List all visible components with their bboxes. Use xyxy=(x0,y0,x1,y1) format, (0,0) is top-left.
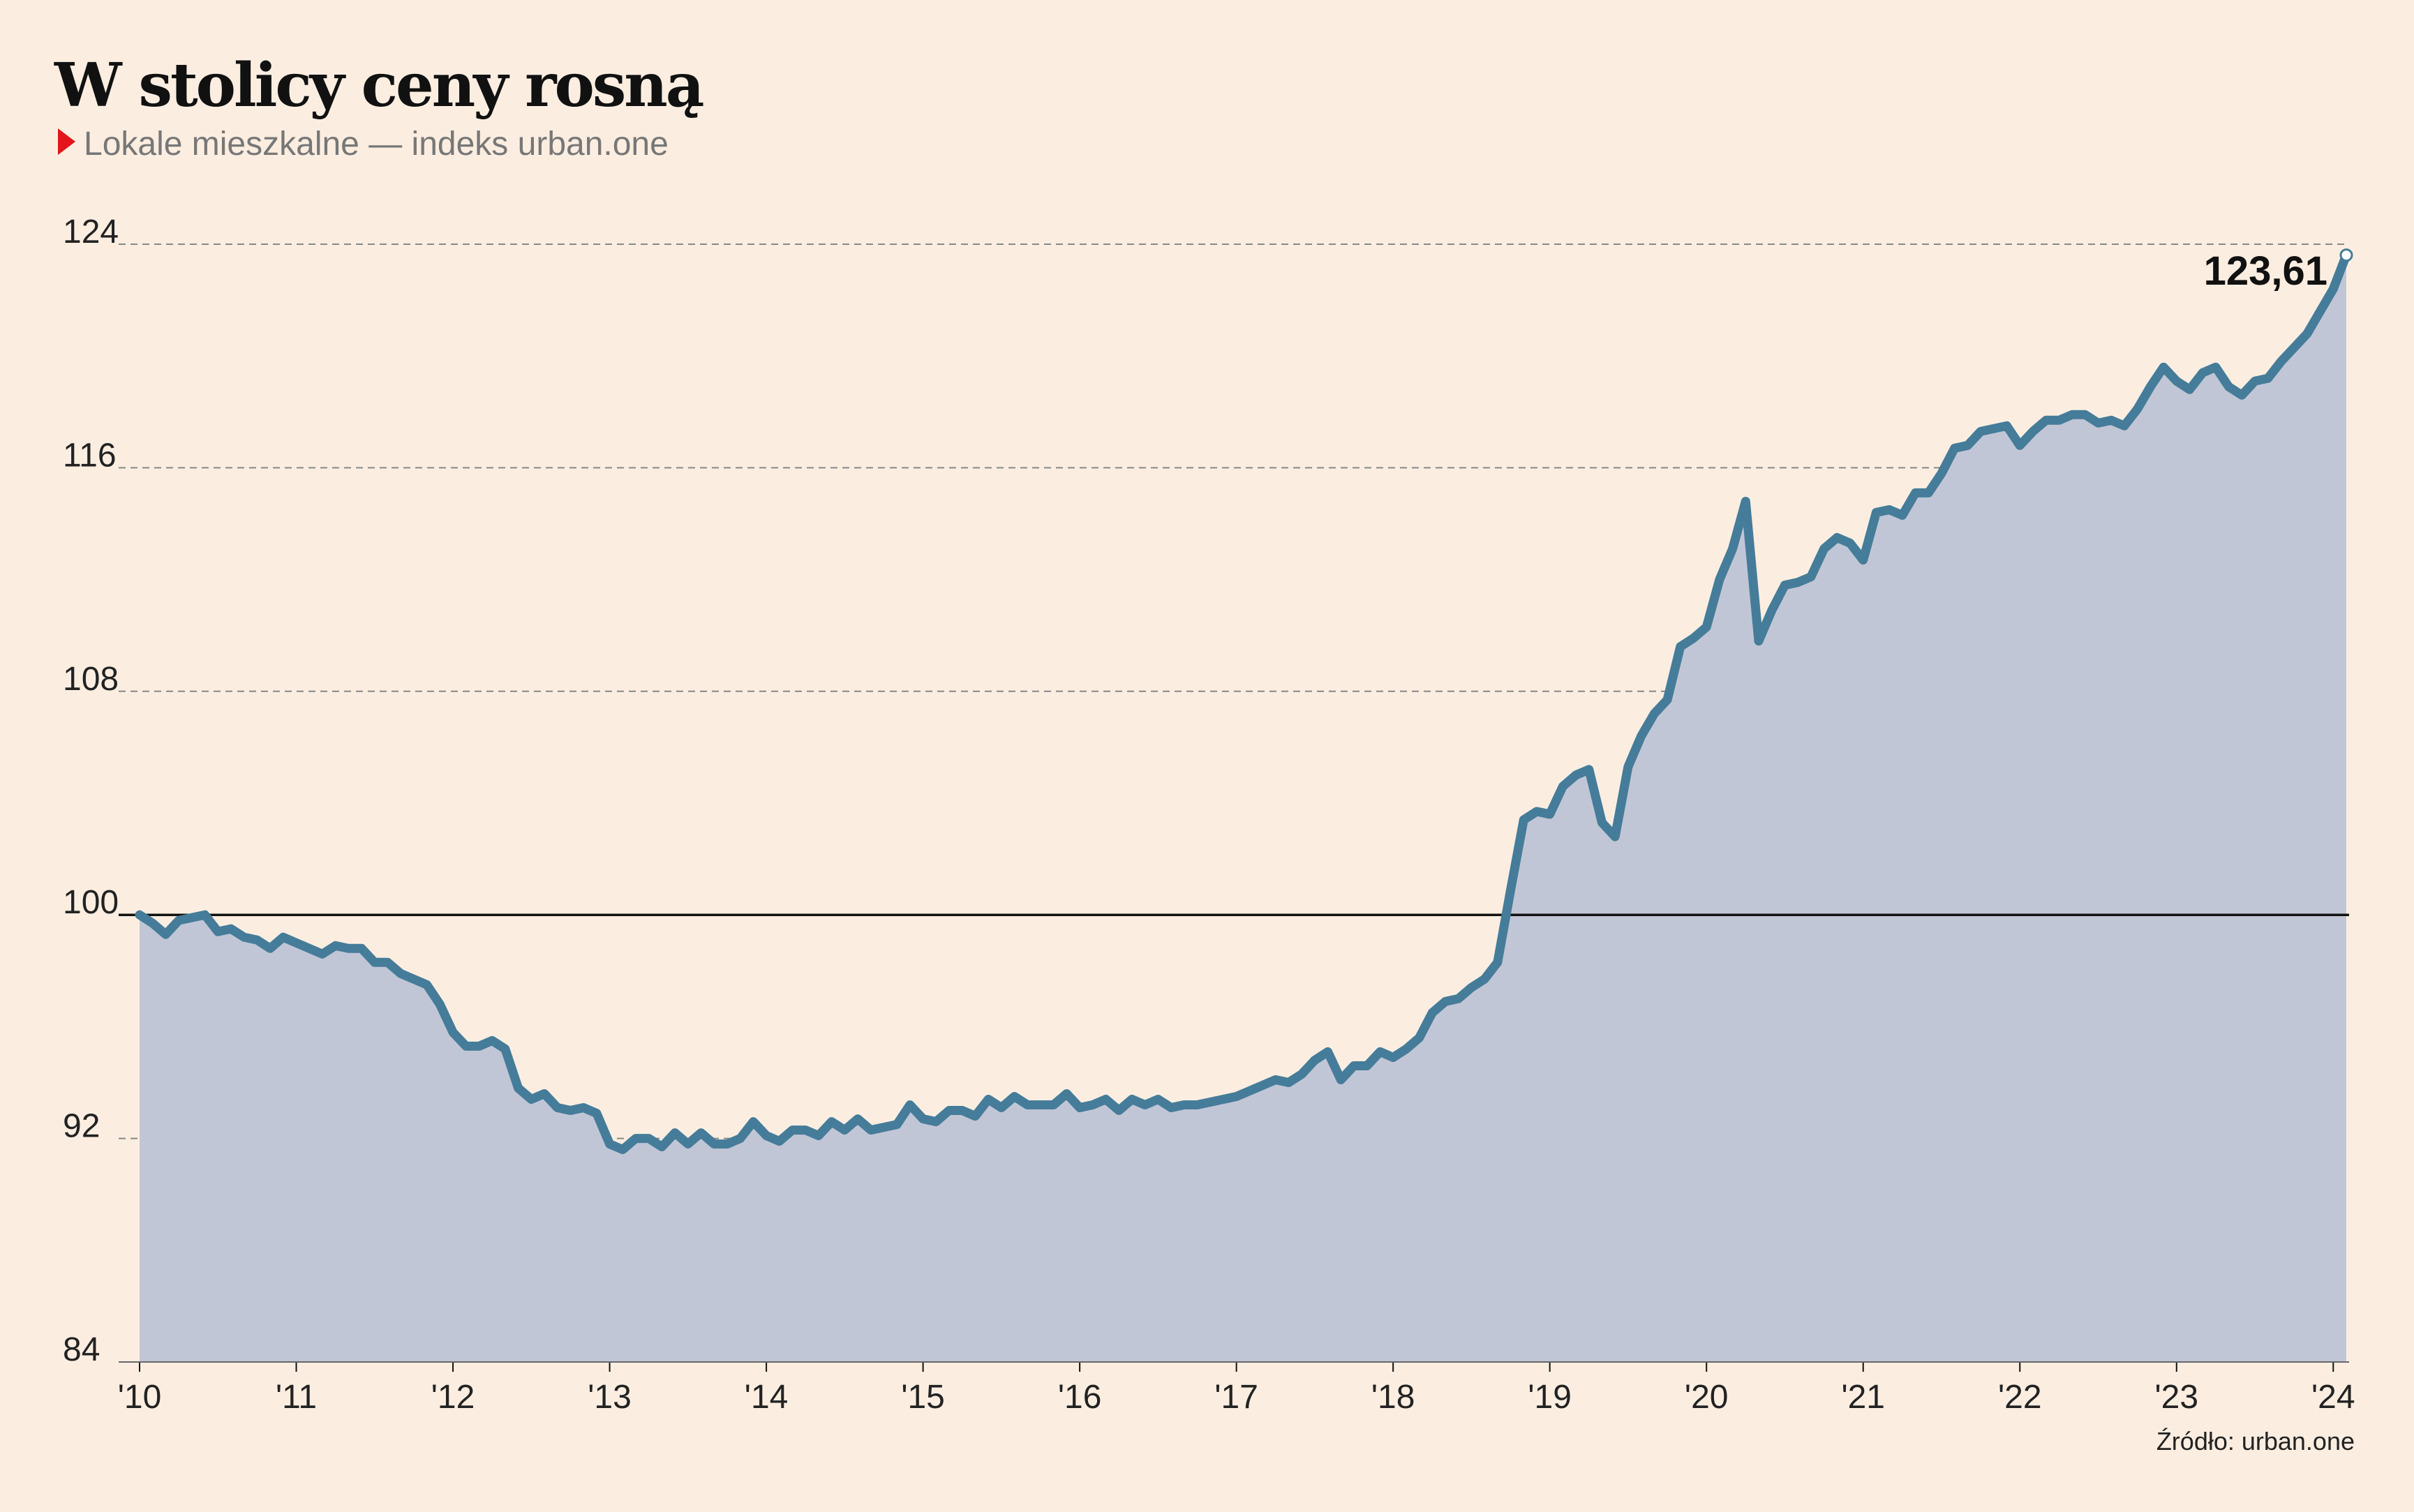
x-tick-label: '22 xyxy=(1998,1379,2042,1416)
line-layer xyxy=(135,250,2351,1155)
x-tick-label: '21 xyxy=(1841,1379,1885,1416)
y-tick-label: 108 xyxy=(63,661,119,698)
series-area xyxy=(140,255,2346,1363)
x-tick-label: '24 xyxy=(2311,1379,2355,1416)
x-axis: '10 '11 '12 '13 '14 '15 '16 '17 '18 '19 '20 '21 '22 '… xyxy=(118,1361,2355,1416)
y-tick-label: 124 xyxy=(63,214,119,250)
x-tick-label: '19 xyxy=(1528,1379,1572,1416)
y-tick-label: 100 xyxy=(63,884,119,921)
chart-subtitle: Lokale mieszkalne — indeks urban.one xyxy=(84,126,669,163)
area-layer xyxy=(140,255,2346,1363)
x-tick-label: '17 xyxy=(1214,1379,1258,1416)
x-tick-label: '16 xyxy=(1058,1379,1102,1416)
x-tick-label: '23 xyxy=(2154,1379,2198,1416)
subtitle-marker-icon xyxy=(58,128,75,155)
x-tick-label: '10 xyxy=(118,1379,162,1416)
x-tick-label: '12 xyxy=(431,1379,475,1416)
x-tick-label: '15 xyxy=(901,1379,945,1416)
y-axis: 84 92 100 108 116 124 xyxy=(63,214,119,1368)
x-tick-label: '11 xyxy=(276,1379,317,1416)
y-tick-label: 92 xyxy=(63,1108,100,1145)
chart-title: W stolicy ceny rosną xyxy=(54,50,703,121)
series-line xyxy=(135,250,2351,1155)
y-tick-label: 116 xyxy=(63,437,117,474)
source-note: Źródło: urban.one xyxy=(2156,1427,2355,1455)
x-tick-label: '14 xyxy=(745,1379,789,1416)
x-tick-label: '20 xyxy=(1685,1379,1729,1416)
x-tick-label: '13 xyxy=(588,1379,632,1416)
end-point-marker xyxy=(2339,248,2353,262)
y-tick-label: 84 xyxy=(63,1331,100,1368)
end-value-label: 123,61 xyxy=(2204,248,2327,294)
x-tick-label: '18 xyxy=(1371,1379,1415,1416)
